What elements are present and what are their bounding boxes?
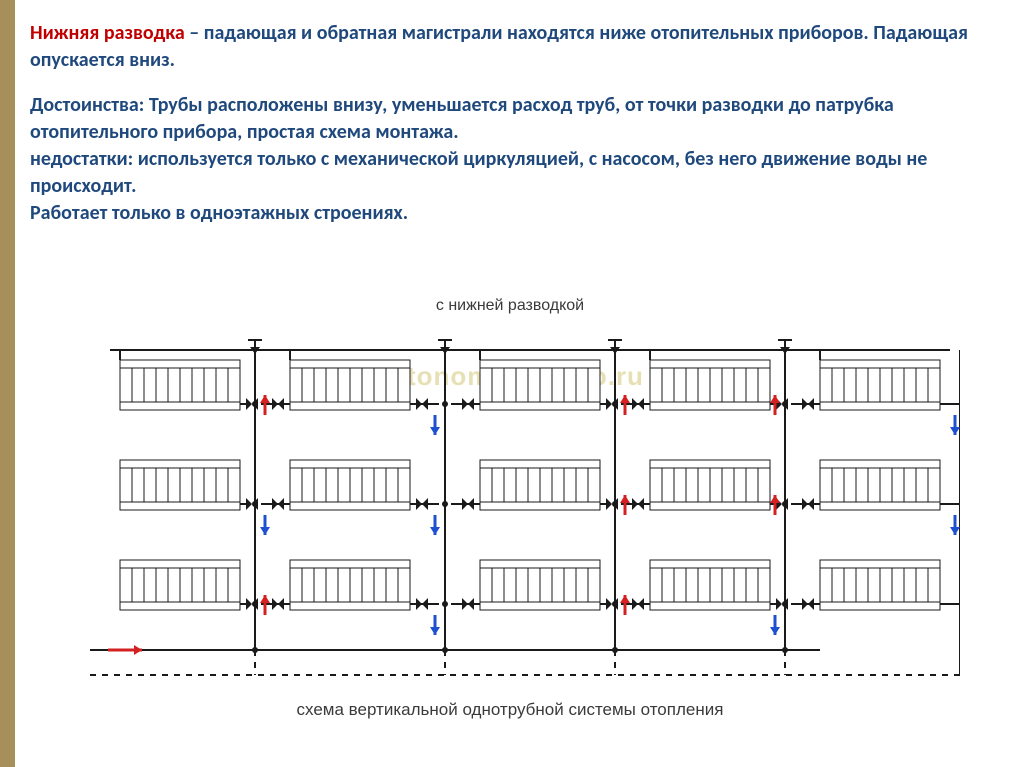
diagram: с нижней разводкойavtonomnoeteplo.ruсхем… (60, 290, 960, 735)
text-block: Нижняя разводка – падающая и обратная ма… (30, 20, 994, 227)
heating-schematic-svg: с нижней разводкойavtonomnoeteplo.ruсхем… (60, 290, 960, 735)
left-accent-stripe (0, 0, 15, 767)
title-line: Нижняя разводка – падающая и обратная ма… (30, 20, 994, 74)
advantages: Достоинства: Трубы расположены внизу, ум… (30, 93, 894, 144)
term: Нижняя разводка (30, 21, 185, 45)
svg-text:с нижней разводкой: с нижней разводкой (436, 297, 584, 314)
works: Работает только в одноэтажных строениях. (30, 201, 408, 225)
disadvantages: недостатки: используется только с механи… (30, 147, 927, 198)
svg-text:схема вертикальной однотрубной: схема вертикальной однотрубной системы о… (297, 700, 724, 719)
advantages-para: Достоинства: Трубы расположены внизу, ум… (30, 92, 994, 227)
